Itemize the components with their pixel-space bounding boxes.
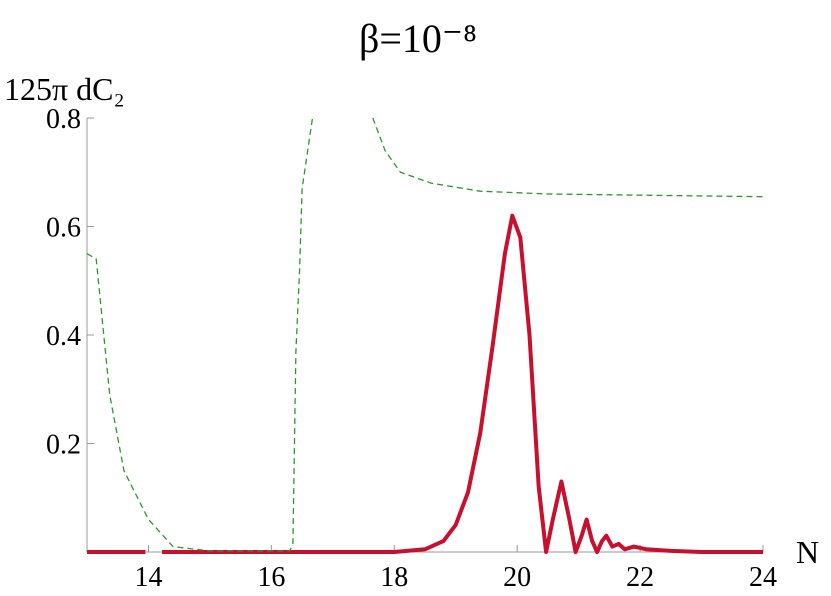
x-tick-label: 14 — [134, 562, 162, 593]
chart-title: β=10⁻⁸ — [359, 16, 477, 61]
x-axis-label: N — [796, 534, 819, 570]
series-line — [87, 213, 763, 554]
series-line — [86, 117, 764, 552]
x-tick-label: 16 — [257, 562, 285, 593]
x-tick-label: 20 — [503, 562, 531, 593]
x-tick-label: 24 — [749, 562, 777, 593]
y-tick-label: 0.2 — [46, 430, 81, 461]
y-tick-label: 0.4 — [46, 321, 81, 352]
y-axis-label: 125π dC₂ — [4, 71, 125, 107]
y-tick-label: 0.8 — [46, 104, 81, 135]
x-tick-label: 18 — [380, 562, 408, 593]
y-tick-label: 0.6 — [46, 213, 81, 244]
x-tick-label: 22 — [626, 562, 654, 593]
